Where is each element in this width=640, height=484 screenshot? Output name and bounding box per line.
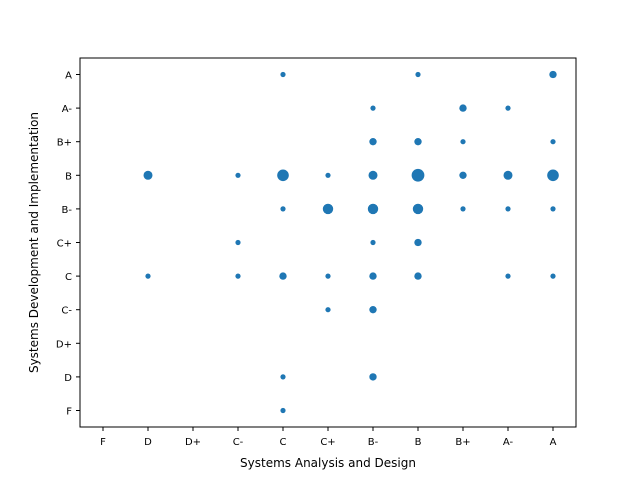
data-point bbox=[325, 273, 331, 279]
axis-ticks: F D D+ C- C C+ B- B B+ A- A F D D+ C- C C+ B- B B+ A- A bbox=[56, 71, 557, 449]
data-point bbox=[550, 139, 556, 145]
data-point bbox=[415, 71, 421, 78]
data-point bbox=[503, 170, 513, 180]
data-point bbox=[414, 138, 422, 146]
x-tick-label: C bbox=[280, 437, 287, 448]
data-point bbox=[370, 239, 376, 246]
data-point bbox=[370, 105, 376, 111]
data-point bbox=[369, 272, 377, 280]
data-point bbox=[505, 273, 511, 279]
data-point bbox=[505, 105, 511, 111]
y-tick-label: B bbox=[65, 171, 72, 182]
x-tick-label: B- bbox=[368, 437, 379, 448]
data-point bbox=[414, 238, 422, 247]
y-axis-label: Systems Development and Implementation bbox=[27, 112, 41, 373]
data-point bbox=[369, 138, 377, 146]
y-tick-label: C+ bbox=[57, 239, 72, 250]
data-point bbox=[414, 272, 422, 280]
y-tick-label: B+ bbox=[57, 138, 72, 149]
data-point bbox=[280, 71, 286, 78]
data-point bbox=[367, 203, 379, 215]
data-point bbox=[279, 272, 287, 280]
data-point bbox=[460, 206, 466, 212]
data-point bbox=[280, 407, 286, 414]
data-points bbox=[143, 70, 559, 414]
y-tick-label: B- bbox=[62, 205, 73, 216]
data-point bbox=[460, 139, 466, 145]
x-axis-label: Systems Analysis and Design bbox=[240, 456, 416, 470]
data-point bbox=[369, 373, 377, 381]
data-point bbox=[235, 273, 241, 279]
data-point bbox=[369, 306, 377, 314]
data-point bbox=[280, 374, 286, 380]
data-point bbox=[412, 203, 424, 215]
data-point bbox=[459, 104, 467, 112]
y-tick-label: F bbox=[66, 407, 72, 418]
data-point bbox=[143, 170, 153, 180]
data-point bbox=[325, 172, 331, 178]
data-point bbox=[550, 273, 556, 279]
data-point bbox=[235, 172, 241, 178]
x-tick-label: C+ bbox=[320, 437, 335, 448]
data-point bbox=[547, 169, 559, 182]
x-tick-label: C- bbox=[233, 437, 244, 448]
data-point bbox=[277, 169, 289, 182]
data-point bbox=[235, 239, 241, 246]
data-point bbox=[368, 170, 378, 180]
x-tick-label: D+ bbox=[185, 437, 201, 448]
y-tick-label: A bbox=[65, 71, 72, 82]
data-point bbox=[325, 307, 331, 313]
data-point bbox=[322, 203, 334, 215]
x-tick-label: B+ bbox=[455, 437, 470, 448]
data-point bbox=[505, 206, 511, 212]
data-point bbox=[145, 273, 151, 279]
data-point bbox=[549, 70, 557, 79]
x-tick-label: A- bbox=[503, 437, 514, 448]
x-tick-label: F bbox=[100, 437, 106, 448]
x-tick-label: B bbox=[415, 437, 422, 448]
data-point bbox=[280, 206, 286, 212]
y-tick-label: C- bbox=[61, 306, 72, 317]
x-tick-label: D bbox=[144, 437, 152, 448]
y-tick-label: D+ bbox=[56, 339, 72, 350]
plot-frame bbox=[79, 57, 577, 428]
y-tick-label: A- bbox=[62, 104, 73, 115]
data-point bbox=[459, 171, 467, 179]
data-point bbox=[411, 168, 425, 182]
y-tick-label: C bbox=[65, 272, 72, 283]
x-tick-label: A bbox=[550, 437, 557, 448]
y-tick-label: D bbox=[64, 373, 72, 384]
data-point bbox=[550, 206, 556, 212]
